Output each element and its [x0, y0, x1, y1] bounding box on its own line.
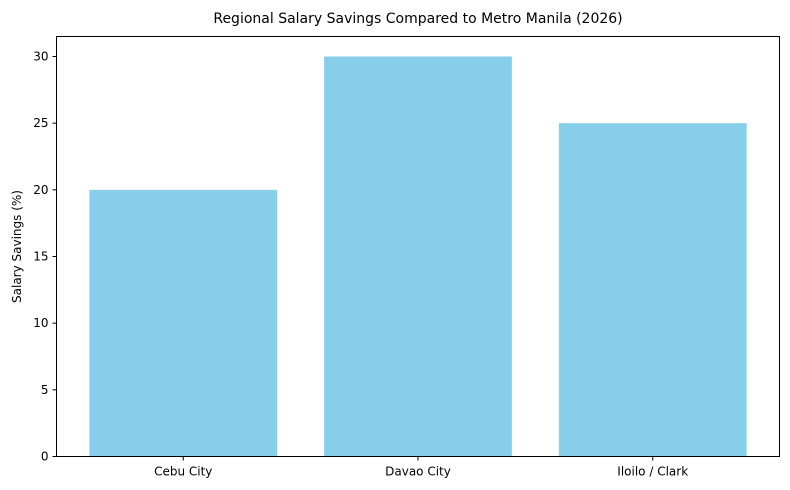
y-tick-label: 25 [33, 116, 48, 130]
y-tick-label: 0 [41, 450, 49, 464]
y-tick-label: 30 [33, 50, 48, 64]
y-tick-label: 10 [33, 316, 48, 330]
bar-cebu-city [89, 189, 278, 457]
y-axis-title: Salary Savings (%) [10, 190, 24, 303]
plot-frame [56, 36, 780, 457]
y-tick-label: 5 [41, 383, 49, 397]
bar-iloilo-clark [558, 123, 747, 457]
bar-davao-city [324, 56, 512, 457]
y-axis: 0 5 10 15 20 25 30 [33, 50, 57, 464]
x-tick-label: Davao City [385, 465, 451, 479]
x-axis: Cebu City Davao City Iloilo / Clark [154, 456, 688, 479]
x-tick-label: Iloilo / Clark [617, 465, 688, 479]
bars-group [89, 56, 747, 457]
y-tick-label: 20 [33, 183, 48, 197]
x-tick-label: Cebu City [154, 465, 212, 479]
chart-title: Regional Salary Savings Compared to Metr… [213, 11, 622, 27]
y-tick-label: 15 [33, 250, 48, 264]
